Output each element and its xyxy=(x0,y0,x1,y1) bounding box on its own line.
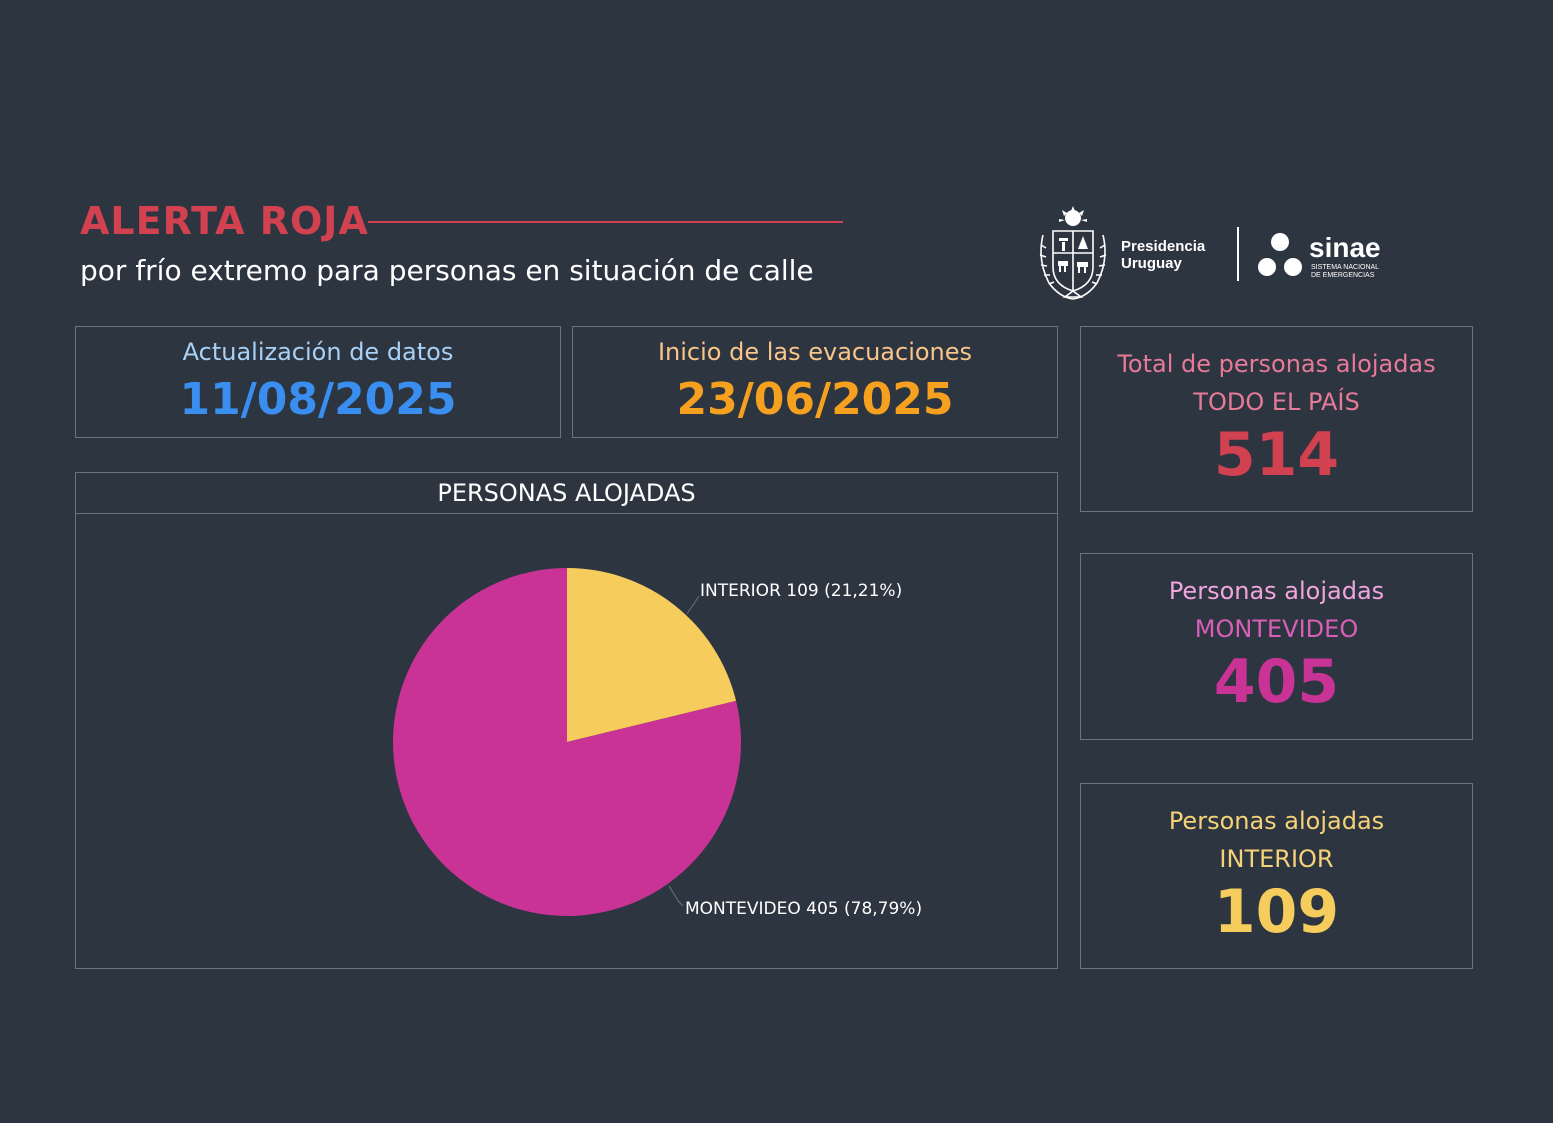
sinae-tagline-1: SISTEMA NACIONAL xyxy=(1311,264,1379,271)
interior-housed-card: Personas alojadas INTERIOR 109 xyxy=(1080,783,1473,969)
montevideo-housed-value: 405 xyxy=(1213,647,1340,717)
slice-label-interior: INTERIOR 109 (21,21%) xyxy=(700,581,902,601)
evacuation-start-label: Inicio de las evacuaciones xyxy=(657,338,973,366)
interior-housed-sublabel: INTERIOR xyxy=(1219,845,1334,873)
sinae-logo-text: sinae xyxy=(1309,232,1381,263)
chart-card: PERSONAS ALOJADAS INTERIOR 109 (21,21%) … xyxy=(75,472,1058,969)
total-housed-card: Total de personas alojadas TODO EL PAÍS … xyxy=(1080,326,1473,512)
update-date-card: Actualización de datos 11/08/2025 xyxy=(75,326,561,438)
title-divider xyxy=(368,221,843,223)
uruguay-coat-of-arms-icon xyxy=(1039,206,1107,300)
uruguay-logo-text: Uruguay xyxy=(1121,255,1183,272)
montevideo-housed-sublabel: MONTEVIDEO xyxy=(1194,615,1359,643)
chart-title: PERSONAS ALOJADAS xyxy=(76,473,1057,514)
evacuation-start-card: Inicio de las evacuaciones 23/06/2025 xyxy=(572,326,1058,438)
logos-area: Presidencia Uruguay sinae SISTEMA NACION… xyxy=(1039,206,1381,300)
montevideo-housed-card: Personas alojadas MONTEVIDEO 405 xyxy=(1080,553,1473,740)
interior-housed-value: 109 xyxy=(1213,877,1340,947)
page-subtitle: por frío extremo para personas en situac… xyxy=(80,254,814,287)
presidencia-logo-text: Presidencia xyxy=(1121,238,1206,255)
total-housed-value: 514 xyxy=(1213,420,1340,490)
sinae-logo-icon xyxy=(1258,233,1302,276)
evacuation-start-value: 23/06/2025 xyxy=(676,374,954,425)
leader-line-montevideo xyxy=(668,885,684,907)
pie-slice-interior xyxy=(567,568,737,742)
pie-leader-lines xyxy=(668,595,700,907)
pie-chart: INTERIOR 109 (21,21%) MONTEVIDEO 405 (78… xyxy=(393,568,922,919)
logo-divider xyxy=(1237,227,1239,281)
pie-slices xyxy=(393,568,742,916)
leader-line-interior xyxy=(686,595,700,615)
montevideo-housed-label: Personas alojadas xyxy=(1168,577,1385,605)
total-housed-label: Total de personas alojadas xyxy=(1117,350,1436,378)
page-title: ALERTA ROJA xyxy=(80,199,369,243)
interior-housed-label: Personas alojadas xyxy=(1168,807,1385,835)
total-housed-sublabel: TODO EL PAÍS xyxy=(1193,388,1360,416)
update-date-value: 11/08/2025 xyxy=(179,374,457,425)
update-date-label: Actualización de datos xyxy=(182,338,454,366)
sinae-tagline-2: DE EMERGENCIAS xyxy=(1311,272,1375,279)
pie-slice-montevideo xyxy=(393,568,742,916)
slice-label-montevideo: MONTEVIDEO 405 (78,79%) xyxy=(685,899,922,919)
